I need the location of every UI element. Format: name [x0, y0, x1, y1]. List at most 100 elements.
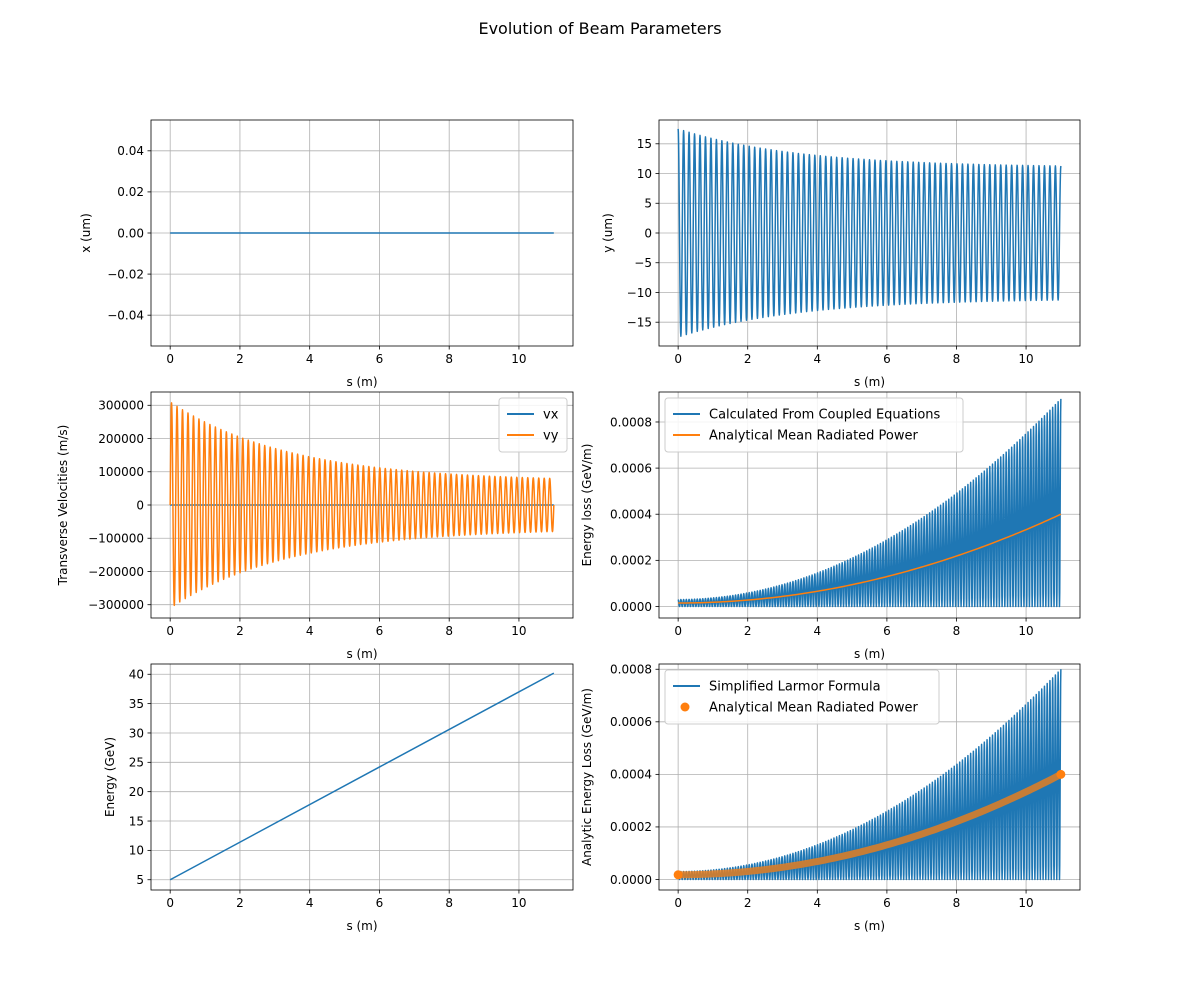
y-tick-label: 0.0008	[610, 663, 652, 677]
legend-entry: Analytical Mean Radiated Power	[709, 429, 919, 444]
x-tick-label: 8	[953, 624, 961, 638]
series-energy-line	[169, 672, 555, 881]
x-tick-label: 8	[445, 624, 453, 638]
figure-title: Evolution of Beam Parameters	[478, 19, 721, 38]
y-tick-label: 200000	[98, 432, 144, 446]
y-tick-label: 0.0006	[610, 461, 652, 475]
x-axis-label: s (m)	[346, 647, 377, 661]
x-tick-label: 4	[306, 896, 314, 910]
y-axis-label: Energy (GeV)	[103, 737, 117, 817]
y-tick-label: 0.00	[117, 226, 144, 240]
series-vy-line	[169, 402, 555, 607]
axes-v: 0 2 4 6 8 10 −300000 −200000 −100000 0 100000 20000…	[56, 391, 574, 661]
legend-box	[664, 669, 940, 725]
x-tick-label: 6	[376, 896, 384, 910]
x-tick-label: 0	[166, 896, 174, 910]
x-tick-label: 0	[674, 624, 682, 638]
y-tick-label: 10	[637, 167, 652, 181]
y-tick-label: 20	[129, 785, 144, 799]
series-analytical-mean-radiated-power-markers	[674, 770, 1065, 879]
x-tick-label: 2	[744, 896, 752, 910]
y-tick-label: −15	[627, 316, 652, 330]
axes-container: 0 2 4 6 8 10 −0.04 −0.02 0.00 0.02 0.04 s (m) x (um)…	[56, 119, 1081, 933]
x-axis-label: s (m)	[346, 375, 377, 389]
y-tick-label: 0.0004	[610, 768, 652, 782]
y-tick-label: 0.0000	[610, 873, 652, 887]
x-tick-label: 10	[511, 624, 526, 638]
series-group	[673, 669, 1066, 881]
y-tick-label: 40	[129, 668, 144, 682]
x-tick-label: 10	[511, 896, 526, 910]
x-tick-label: 2	[236, 624, 244, 638]
y-tick-label: −0.02	[107, 267, 144, 281]
legend-box	[664, 397, 964, 453]
y-axis-label: Transverse Velocities (m/s)	[56, 425, 70, 587]
x-tick-label: 2	[744, 352, 752, 366]
x-tick-label: 4	[813, 624, 821, 638]
y-tick-label: 0.02	[117, 185, 144, 199]
x-axis-label: s (m)	[854, 647, 885, 661]
x-tick-label: 6	[376, 352, 384, 366]
y-tick-label: −300000	[88, 598, 144, 612]
axes-frame	[658, 663, 1081, 891]
y-tick-label: 5	[136, 873, 144, 887]
x-axis-label: s (m)	[854, 375, 885, 389]
series-calculated-from-coupled-equations-line	[677, 398, 1062, 608]
y-tick-label: 15	[129, 814, 144, 828]
y-axis-label: y (um)	[601, 213, 615, 253]
x-tick-label: 10	[511, 352, 526, 366]
legend-marker	[680, 702, 690, 712]
x-tick-label: 10	[1018, 896, 1033, 910]
y-tick-label: 100000	[98, 465, 144, 479]
legend-box	[498, 397, 568, 453]
y-tick-label: −5	[634, 256, 652, 270]
legend: Simplified Larmor Formula Analytical Mean…	[664, 669, 940, 725]
x-tick-label: 4	[306, 624, 314, 638]
series-group	[169, 672, 555, 881]
axes-frame	[150, 663, 574, 891]
x-tick-label: 8	[445, 352, 453, 366]
y-tick-label: −0.04	[107, 308, 144, 322]
legend-entry: vy	[543, 429, 559, 444]
series-analytical-mean-radiated-power-line	[678, 513, 1062, 604]
y-tick-label: 0.04	[117, 144, 144, 158]
y-tick-label: −100000	[88, 532, 144, 546]
y-tick-label: 0.0000	[610, 600, 652, 614]
x-tick-label: 2	[236, 352, 244, 366]
y-tick-label: 0.0002	[610, 820, 652, 834]
axes-eloss: 0 2 4 6 8 10 0.0000 0.0002 0.0004 0.0006 0.0008 s (…	[580, 391, 1081, 661]
y-tick-label: 10	[129, 844, 144, 858]
x-tick-label: 8	[953, 896, 961, 910]
y-axis-label: Analytic Energy Loss (GeV/m)	[580, 688, 594, 866]
x-tick-label: 10	[1018, 352, 1033, 366]
y-tick-label: 25	[129, 756, 144, 770]
y-tick-label: 300000	[98, 399, 144, 413]
x-tick-label: 8	[953, 352, 961, 366]
axes-larmor: 0 2 4 6 8 10 0.0000 0.0002 0.0004 0.0006 0.0008 s (…	[580, 663, 1081, 933]
x-tick-label: 4	[306, 352, 314, 366]
x-tick-label: 4	[813, 352, 821, 366]
legend-entry: Analytical Mean Radiated Power	[709, 701, 919, 716]
y-tick-label: 30	[129, 726, 144, 740]
y-tick-label: 35	[129, 697, 144, 711]
x-tick-label: 0	[166, 624, 174, 638]
series-group	[169, 402, 555, 607]
y-tick-label: 15	[637, 137, 652, 151]
y-axis-label: x (um)	[79, 213, 93, 253]
y-tick-label: −10	[627, 286, 652, 300]
legend-entry: Simplified Larmor Formula	[709, 680, 881, 695]
axes-y: 0 2 4 6 8 10 −15 −10 −5 0 5 10 15 s (m) y (um)	[601, 119, 1081, 389]
axes-energy: 0 2 4 6 8 10 5 10 15 20 25 30 35 40 s (m) Energy (GeV)	[103, 663, 574, 933]
y-tick-label: 5	[644, 197, 652, 211]
legend: Calculated From Coupled Equations Analyti…	[664, 397, 964, 453]
x-tick-label: 10	[1018, 624, 1033, 638]
x-axis-label: s (m)	[346, 919, 377, 933]
y-tick-label: 0.0002	[610, 554, 652, 568]
x-tick-label: 0	[166, 352, 174, 366]
marker-point	[1056, 769, 1066, 779]
series-group	[677, 128, 1062, 337]
legend: vx vy	[498, 397, 568, 453]
legend-entry: vx	[543, 408, 559, 423]
x-axis-label: s (m)	[854, 919, 885, 933]
